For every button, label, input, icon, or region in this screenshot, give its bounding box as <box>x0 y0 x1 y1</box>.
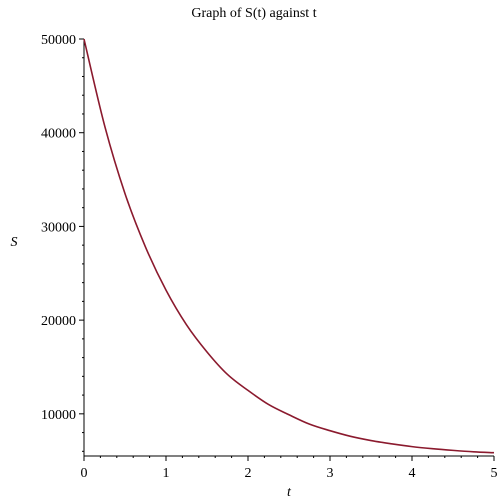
x-tick-label: 3 <box>327 466 334 481</box>
y-axis-label: S <box>11 235 18 250</box>
x-axis-label: t <box>287 485 292 499</box>
x-tick-label: 2 <box>245 466 252 481</box>
y-tick-label: 50000 <box>41 33 76 48</box>
y-tick-label: 10000 <box>41 408 76 423</box>
series-line <box>83 38 495 454</box>
x-tick-label: 4 <box>409 466 416 481</box>
y-tick-label: 40000 <box>41 127 76 142</box>
y-tick-label: 30000 <box>41 220 76 235</box>
x-tick-label: 5 <box>491 466 498 481</box>
y-tick-label: 20000 <box>41 314 76 329</box>
chart-title: Graph of S(t) against t <box>191 6 316 21</box>
x-tick-label: 1 <box>163 466 170 481</box>
x-tick-label: 0 <box>81 466 88 481</box>
x-axis-ticks: 0 1 2 3 4 5 <box>81 456 498 481</box>
y-axis-ticks: 10000 20000 30000 40000 50000 <box>41 33 84 452</box>
